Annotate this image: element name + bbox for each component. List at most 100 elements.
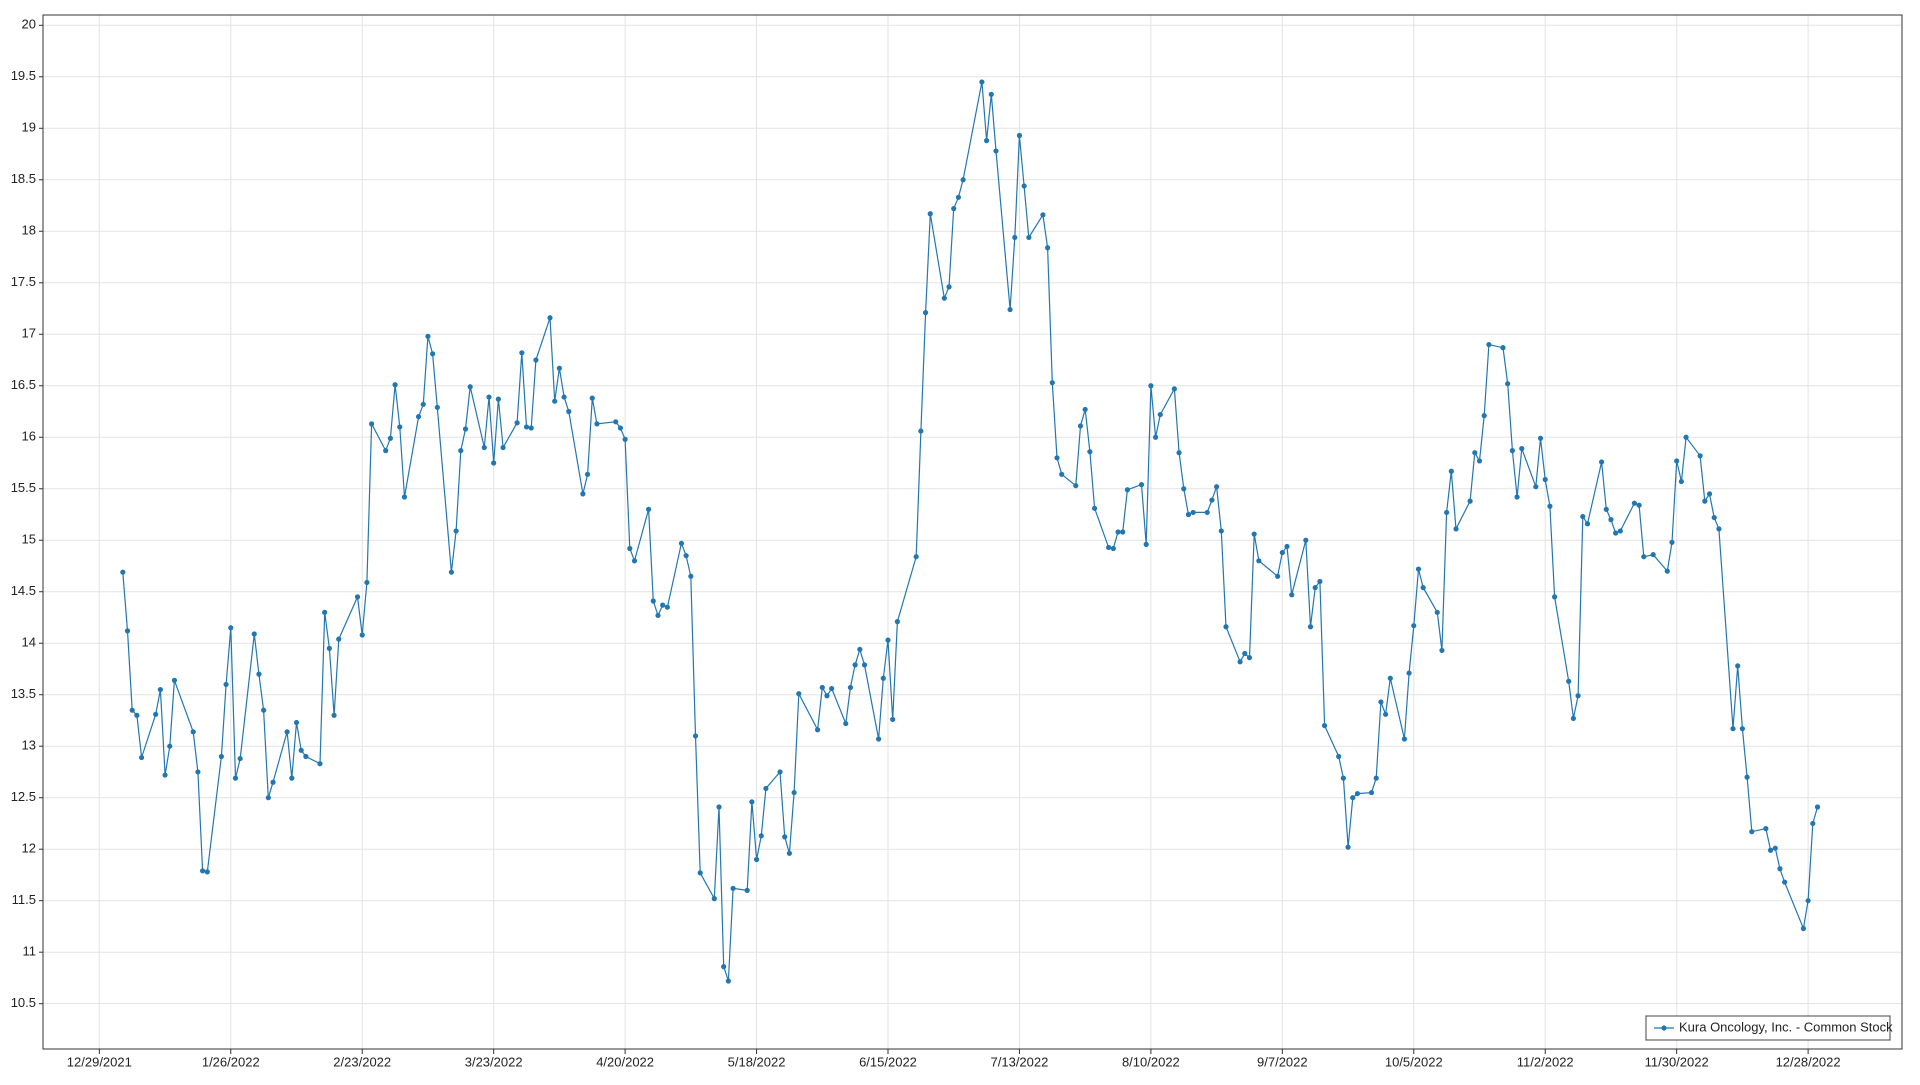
y-tick-label: 13 xyxy=(22,738,36,753)
point-marker xyxy=(1711,514,1717,521)
point-marker xyxy=(1237,659,1243,665)
point-marker xyxy=(857,646,863,653)
point-marker xyxy=(434,404,440,410)
point-marker xyxy=(228,625,234,631)
point-marker xyxy=(1317,578,1323,585)
point-marker xyxy=(655,612,661,619)
point-marker xyxy=(988,91,994,97)
point-marker xyxy=(1415,566,1422,572)
point-marker xyxy=(1448,468,1454,474)
point-marker xyxy=(1321,723,1328,729)
point-marker xyxy=(430,351,436,357)
point-marker xyxy=(918,428,924,434)
point-marker xyxy=(1157,411,1163,418)
point-marker xyxy=(1345,844,1351,850)
point-marker xyxy=(1641,554,1647,560)
point-marker xyxy=(1514,494,1520,500)
point-marker xyxy=(1411,623,1417,629)
point-marker xyxy=(1444,509,1450,516)
point-marker xyxy=(124,628,131,634)
point-marker xyxy=(777,769,783,775)
point-marker xyxy=(584,471,591,477)
point-marker xyxy=(1059,471,1065,477)
point-marker xyxy=(289,775,295,781)
point-marker xyxy=(1223,624,1229,630)
point-marker xyxy=(622,436,628,442)
point-marker xyxy=(1049,380,1055,386)
point-marker xyxy=(157,686,163,693)
point-marker xyxy=(1749,829,1755,835)
point-marker xyxy=(1312,585,1318,591)
point-marker xyxy=(547,315,553,321)
point-marker xyxy=(1176,450,1182,456)
point-marker xyxy=(692,733,699,739)
point-marker xyxy=(1814,804,1821,810)
point-marker xyxy=(1185,511,1192,518)
point-marker xyxy=(1716,526,1722,532)
point-marker xyxy=(983,138,990,144)
point-marker xyxy=(1800,925,1807,932)
point-marker xyxy=(861,662,868,668)
point-marker xyxy=(824,693,830,699)
point-marker xyxy=(326,645,332,651)
point-marker xyxy=(1148,383,1154,389)
point-marker xyxy=(1580,513,1586,520)
point-marker xyxy=(946,284,952,290)
point-marker xyxy=(481,444,487,451)
point-marker xyxy=(561,394,567,400)
point-marker xyxy=(1110,545,1116,552)
point-marker xyxy=(894,618,900,625)
point-marker xyxy=(1420,585,1426,591)
point-marker xyxy=(927,211,933,217)
point-marker xyxy=(1026,234,1032,241)
point-marker xyxy=(270,779,276,785)
point-marker xyxy=(1289,592,1295,598)
point-marker xyxy=(359,632,365,638)
point-marker xyxy=(650,598,656,604)
point-marker xyxy=(251,631,257,637)
point-marker xyxy=(688,573,694,579)
legend-label: Kura Oncology, Inc. - Common Stock xyxy=(1679,1019,1893,1034)
point-marker xyxy=(1082,406,1088,413)
x-tick-label: 9/7/2022 xyxy=(1257,1054,1308,1069)
point-marker xyxy=(1284,543,1290,550)
point-marker xyxy=(171,677,178,683)
y-tick-label: 12 xyxy=(22,841,36,856)
point-marker xyxy=(265,795,271,801)
point-marker xyxy=(979,79,985,85)
point-marker xyxy=(491,460,497,466)
point-marker xyxy=(153,711,159,717)
point-marker xyxy=(1387,675,1393,681)
point-marker xyxy=(876,736,882,742)
point-marker xyxy=(594,421,600,427)
point-marker xyxy=(1467,498,1473,504)
point-marker xyxy=(556,365,562,371)
legend-marker xyxy=(1661,1025,1667,1031)
point-marker xyxy=(261,707,267,713)
point-marker xyxy=(425,333,431,339)
point-marker xyxy=(1106,544,1112,551)
y-tick-label: 14 xyxy=(22,635,36,650)
point-marker xyxy=(1547,503,1553,509)
point-marker xyxy=(519,350,525,356)
point-marker xyxy=(819,684,825,691)
point-marker xyxy=(1054,455,1060,461)
point-marker xyxy=(721,964,727,970)
point-marker xyxy=(1120,529,1126,535)
point-marker xyxy=(1434,609,1440,615)
point-marker xyxy=(1744,774,1750,780)
point-marker xyxy=(284,729,290,735)
point-marker xyxy=(1115,529,1121,535)
point-marker xyxy=(138,754,145,761)
point-marker xyxy=(495,396,501,402)
point-marker xyxy=(415,414,422,420)
point-marker xyxy=(1669,539,1675,545)
point-marker xyxy=(664,604,670,610)
x-tick-label: 10/5/2022 xyxy=(1385,1054,1443,1069)
y-tick-label: 17.5 xyxy=(11,274,36,289)
point-marker xyxy=(960,177,966,183)
point-marker xyxy=(1350,795,1356,801)
point-marker xyxy=(1472,450,1478,456)
point-marker xyxy=(1519,445,1525,452)
